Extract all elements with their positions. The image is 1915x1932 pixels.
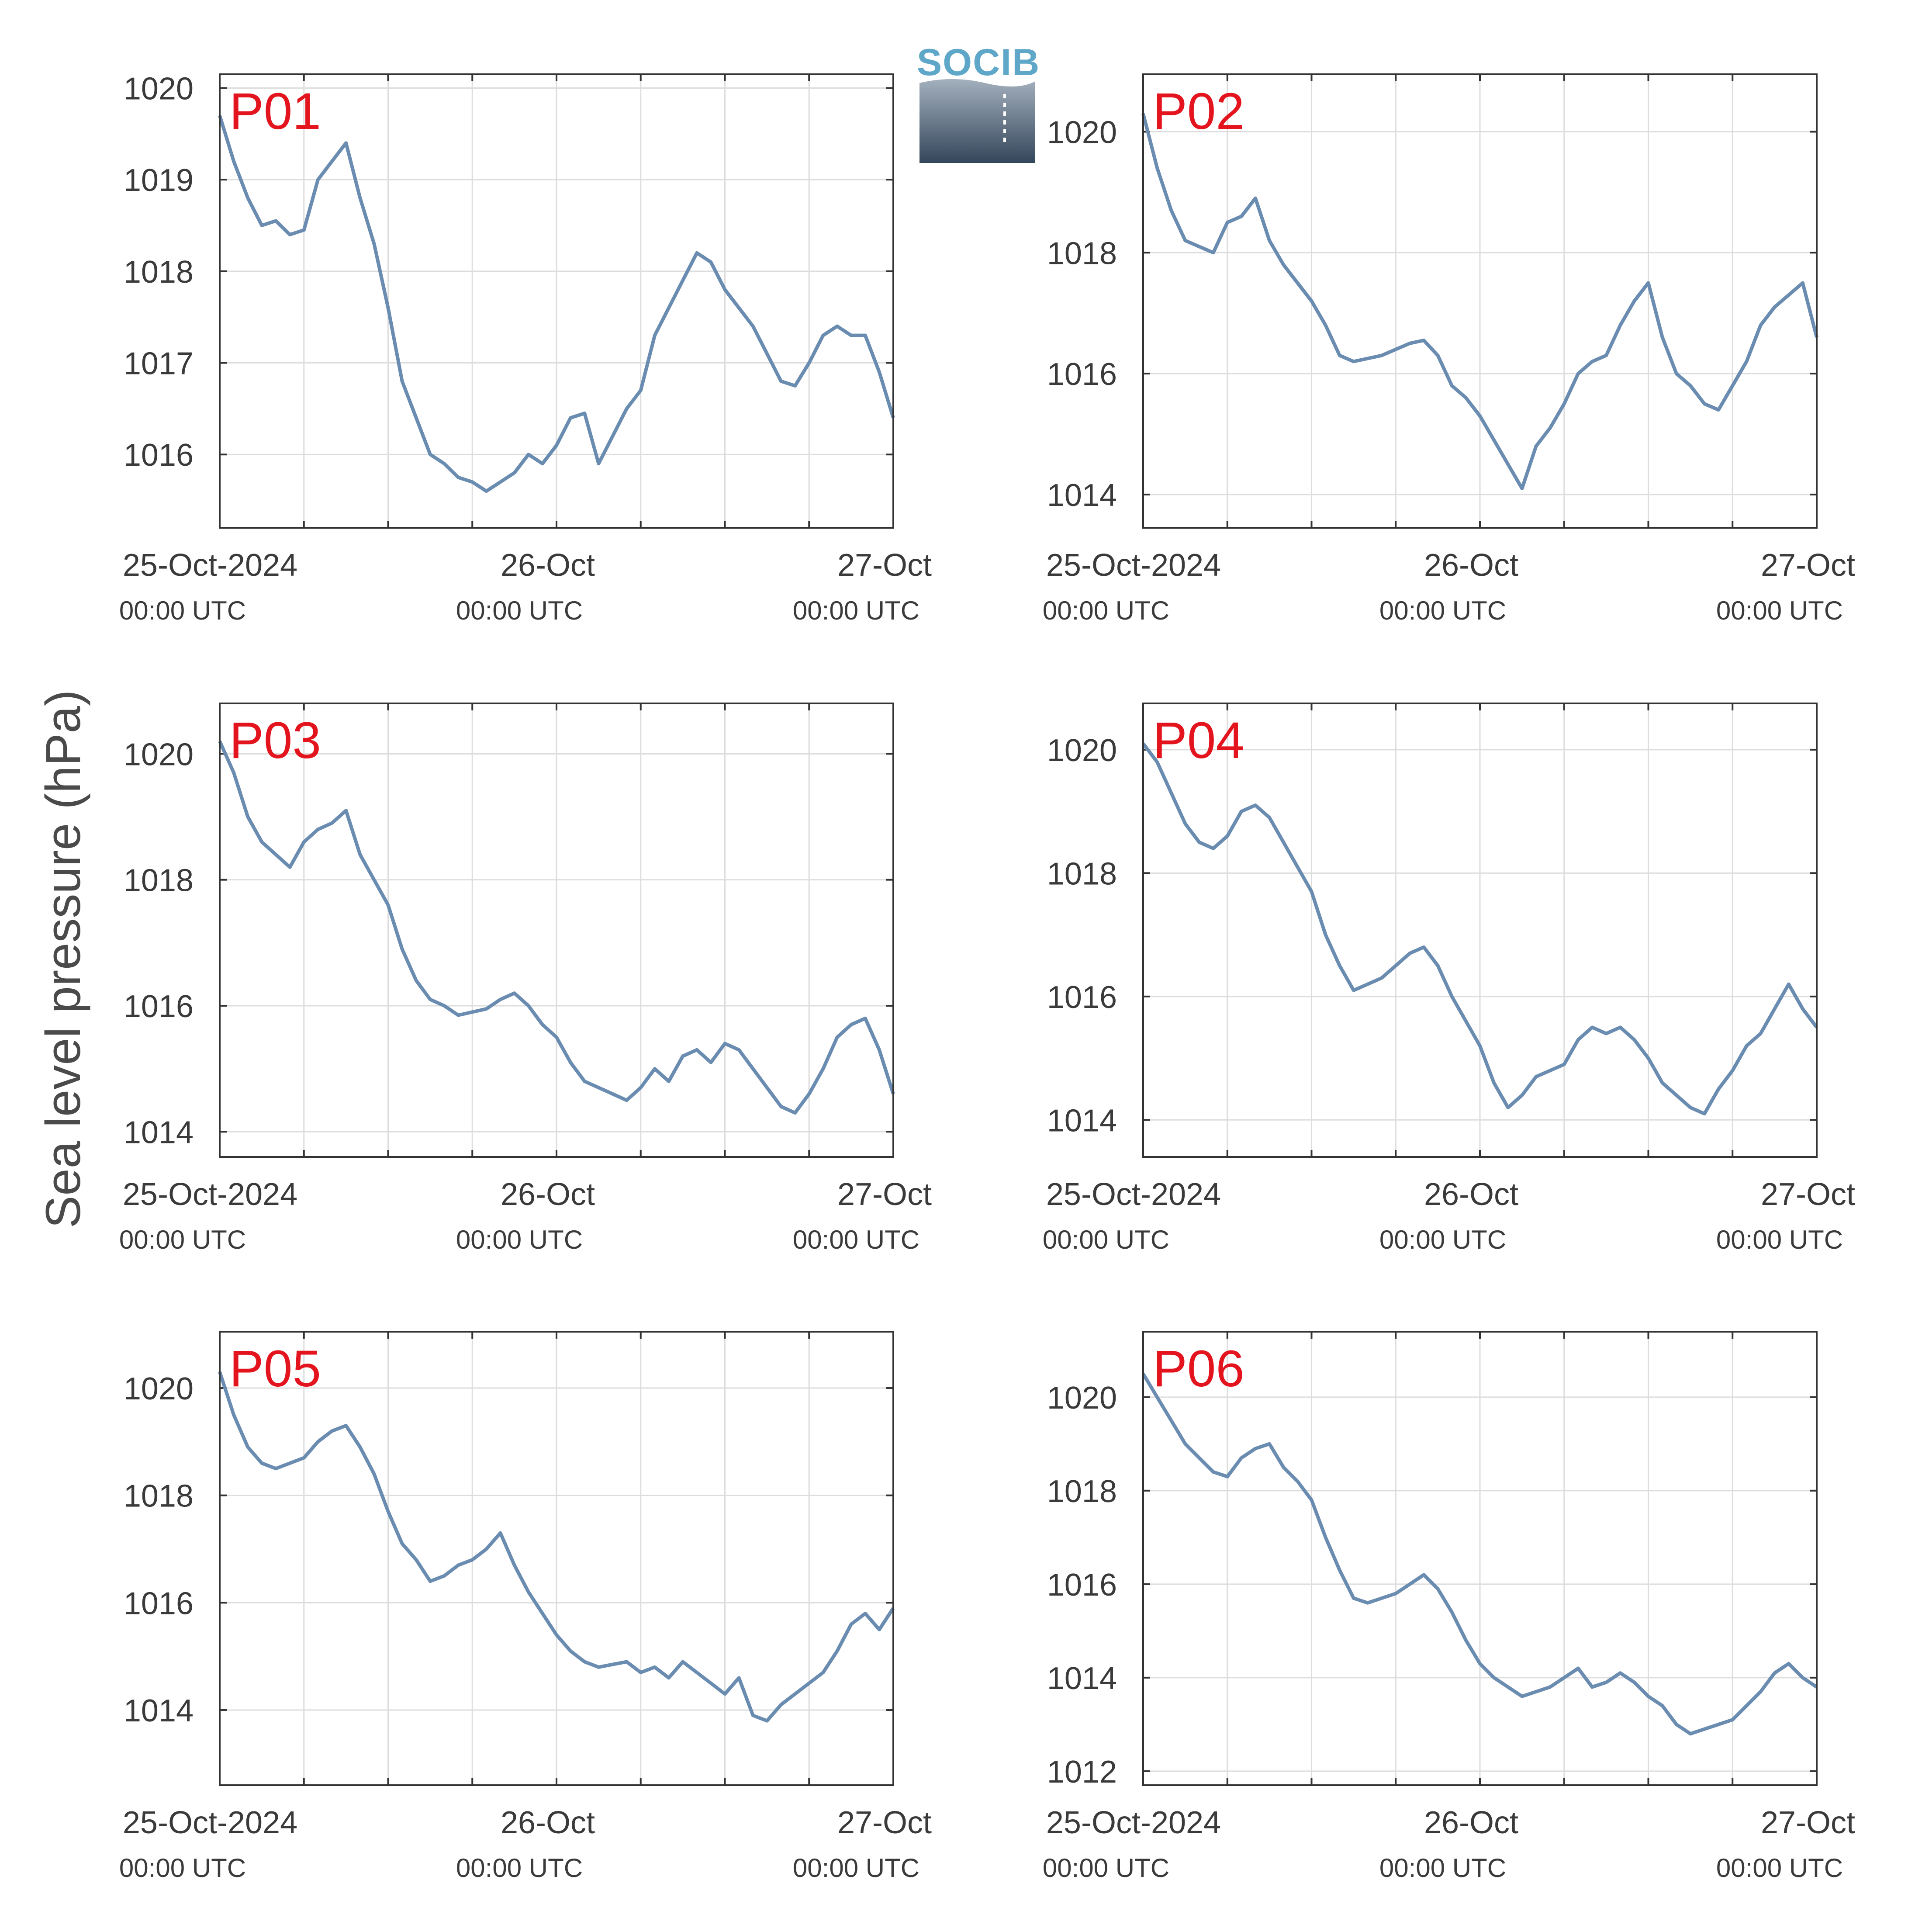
x-tick-label-date: 27-Oct <box>837 548 932 583</box>
x-tick-label-time: 00:00 UTC <box>119 596 246 625</box>
panels: 1016 1017 1018 1019 1020 P01 25-Oct-2024 00:00 … <box>119 71 1855 1883</box>
panel-p05: 1014 1016 1018 1020 P05 25-Oct-2024 00:00 UTC 2… <box>119 1331 932 1883</box>
panel-label: P01 <box>229 83 321 140</box>
panel-p03: 1014 1016 1018 1020 P03 25-Oct-2024 00:00 UTC 2… <box>119 703 932 1254</box>
y-tick-label: 1017 <box>124 346 194 381</box>
x-tick-label-date: 25-Oct-2024 <box>123 548 297 583</box>
y-tick-label: 1020 <box>1047 733 1117 768</box>
x-tick-label-date: 26-Oct <box>1424 1805 1518 1840</box>
y-tick-label: 1016 <box>1047 1568 1117 1603</box>
y-tick-label: 1018 <box>124 863 194 898</box>
series-line-p06 <box>1141 1373 1818 1736</box>
x-tick-label-time: 00:00 UTC <box>1379 1225 1506 1254</box>
axes-frame <box>1142 703 1818 1158</box>
y-tick-label: 1014 <box>124 1693 194 1728</box>
series-line-p02 <box>1141 113 1818 490</box>
panel-p04: 1014 1016 1018 1020 P04 25-Oct-2024 00:00 UTC 2… <box>1043 703 1855 1254</box>
x-tick-label-date: 26-Oct <box>501 1177 595 1212</box>
axes-frame <box>219 73 894 529</box>
x-tick-label-date: 27-Oct <box>1761 1805 1855 1840</box>
x-tick-label-date: 26-Oct <box>1424 548 1518 583</box>
x-tick-label-date: 27-Oct <box>837 1177 932 1212</box>
x-tick-label-time: 00:00 UTC <box>1043 1853 1169 1883</box>
axes-frame <box>219 703 894 1158</box>
y-tick-label: 1016 <box>124 438 194 473</box>
y-axis-label: Sea level pressure (hPa) <box>36 690 90 1229</box>
y-tick-label: 1020 <box>124 1371 194 1406</box>
x-tick-label-time: 00:00 UTC <box>1379 1853 1506 1883</box>
axes-frame <box>1142 1331 1818 1786</box>
y-tick-label: 1019 <box>124 163 194 198</box>
x-tick-label-time: 00:00 UTC <box>119 1225 246 1254</box>
y-tick-label: 1020 <box>1047 1381 1117 1416</box>
panel-p06: 1012 1014 1016 1018 1020 P06 25-Oct-2024 00:00 … <box>1043 1331 1855 1883</box>
y-tick-label: 1014 <box>1047 478 1117 513</box>
axes-frame <box>219 1331 894 1786</box>
x-tick-label-time: 00:00 UTC <box>456 596 583 625</box>
x-tick-label-date: 27-Oct <box>1761 1177 1855 1212</box>
x-tick-label-time: 00:00 UTC <box>1043 596 1169 625</box>
y-tick-label: 1018 <box>1047 236 1117 271</box>
x-tick-label-date: 25-Oct-2024 <box>123 1805 297 1840</box>
panel-p02: 1014 1016 1018 1020 P02 25-Oct-2024 00:00 UTC 2… <box>1043 73 1855 625</box>
x-tick-label-time: 00:00 UTC <box>1043 1225 1169 1254</box>
y-tick-label: 1018 <box>1047 1474 1117 1509</box>
x-tick-label-date: 26-Oct <box>501 1805 595 1840</box>
x-tick-label-date: 27-Oct <box>837 1805 932 1840</box>
y-tick-label: 1018 <box>1047 856 1117 891</box>
x-tick-label-date: 25-Oct-2024 <box>1046 548 1221 583</box>
x-tick-label-date: 25-Oct-2024 <box>123 1177 297 1212</box>
panel-label: P05 <box>229 1340 321 1398</box>
y-tick-label: 1014 <box>124 1115 194 1150</box>
y-tick-label: 1020 <box>1047 115 1117 150</box>
x-tick-label-time: 00:00 UTC <box>456 1225 583 1254</box>
x-tick-label-time: 00:00 UTC <box>1379 596 1506 625</box>
y-tick-label: 1018 <box>124 1479 194 1514</box>
x-tick-label-time: 00:00 UTC <box>793 1225 919 1254</box>
x-tick-label-date: 27-Oct <box>1761 548 1855 583</box>
series-line-p04 <box>1141 742 1818 1116</box>
x-tick-label-date: 25-Oct-2024 <box>1046 1805 1221 1840</box>
panel-label: P06 <box>1153 1340 1244 1398</box>
y-tick-label: 1012 <box>1047 1755 1117 1790</box>
socib-logo: SOCIB <box>917 42 1040 163</box>
y-tick-label: 1016 <box>124 989 194 1024</box>
axes-frame <box>1142 73 1818 529</box>
y-tick-label: 1016 <box>124 1586 194 1621</box>
series-line-p03 <box>218 740 895 1115</box>
y-tick-label: 1014 <box>1047 1103 1117 1138</box>
logo-wave <box>919 79 1035 163</box>
x-tick-label-date: 26-Oct <box>1424 1177 1518 1212</box>
x-tick-label-time: 00:00 UTC <box>1716 1853 1843 1883</box>
y-tick-label: 1016 <box>1047 980 1117 1015</box>
x-tick-label-date: 25-Oct-2024 <box>1046 1177 1221 1212</box>
panel-label: P04 <box>1153 712 1244 769</box>
logo-text: SOCIB <box>917 42 1040 83</box>
panel-label: P03 <box>229 712 321 769</box>
y-tick-label: 1014 <box>1047 1661 1117 1696</box>
y-tick-label: 1018 <box>124 255 194 290</box>
panel-p01: 1016 1017 1018 1019 1020 P01 25-Oct-2024 00:00 … <box>119 71 932 625</box>
x-tick-label-time: 00:00 UTC <box>1716 1225 1843 1254</box>
y-tick-label: 1016 <box>1047 357 1117 392</box>
x-tick-label-time: 00:00 UTC <box>119 1853 246 1883</box>
y-tick-label: 1020 <box>124 737 194 772</box>
x-tick-label-time: 00:00 UTC <box>793 1853 919 1883</box>
series-line-p05 <box>218 1371 895 1723</box>
panel-label: P02 <box>1153 83 1244 140</box>
x-tick-label-date: 26-Oct <box>501 548 595 583</box>
x-tick-label-time: 00:00 UTC <box>456 1853 583 1883</box>
x-tick-label-time: 00:00 UTC <box>1716 596 1843 625</box>
y-tick-label: 1020 <box>124 71 194 106</box>
series-line-p01 <box>218 115 895 493</box>
x-tick-label-time: 00:00 UTC <box>793 596 919 625</box>
